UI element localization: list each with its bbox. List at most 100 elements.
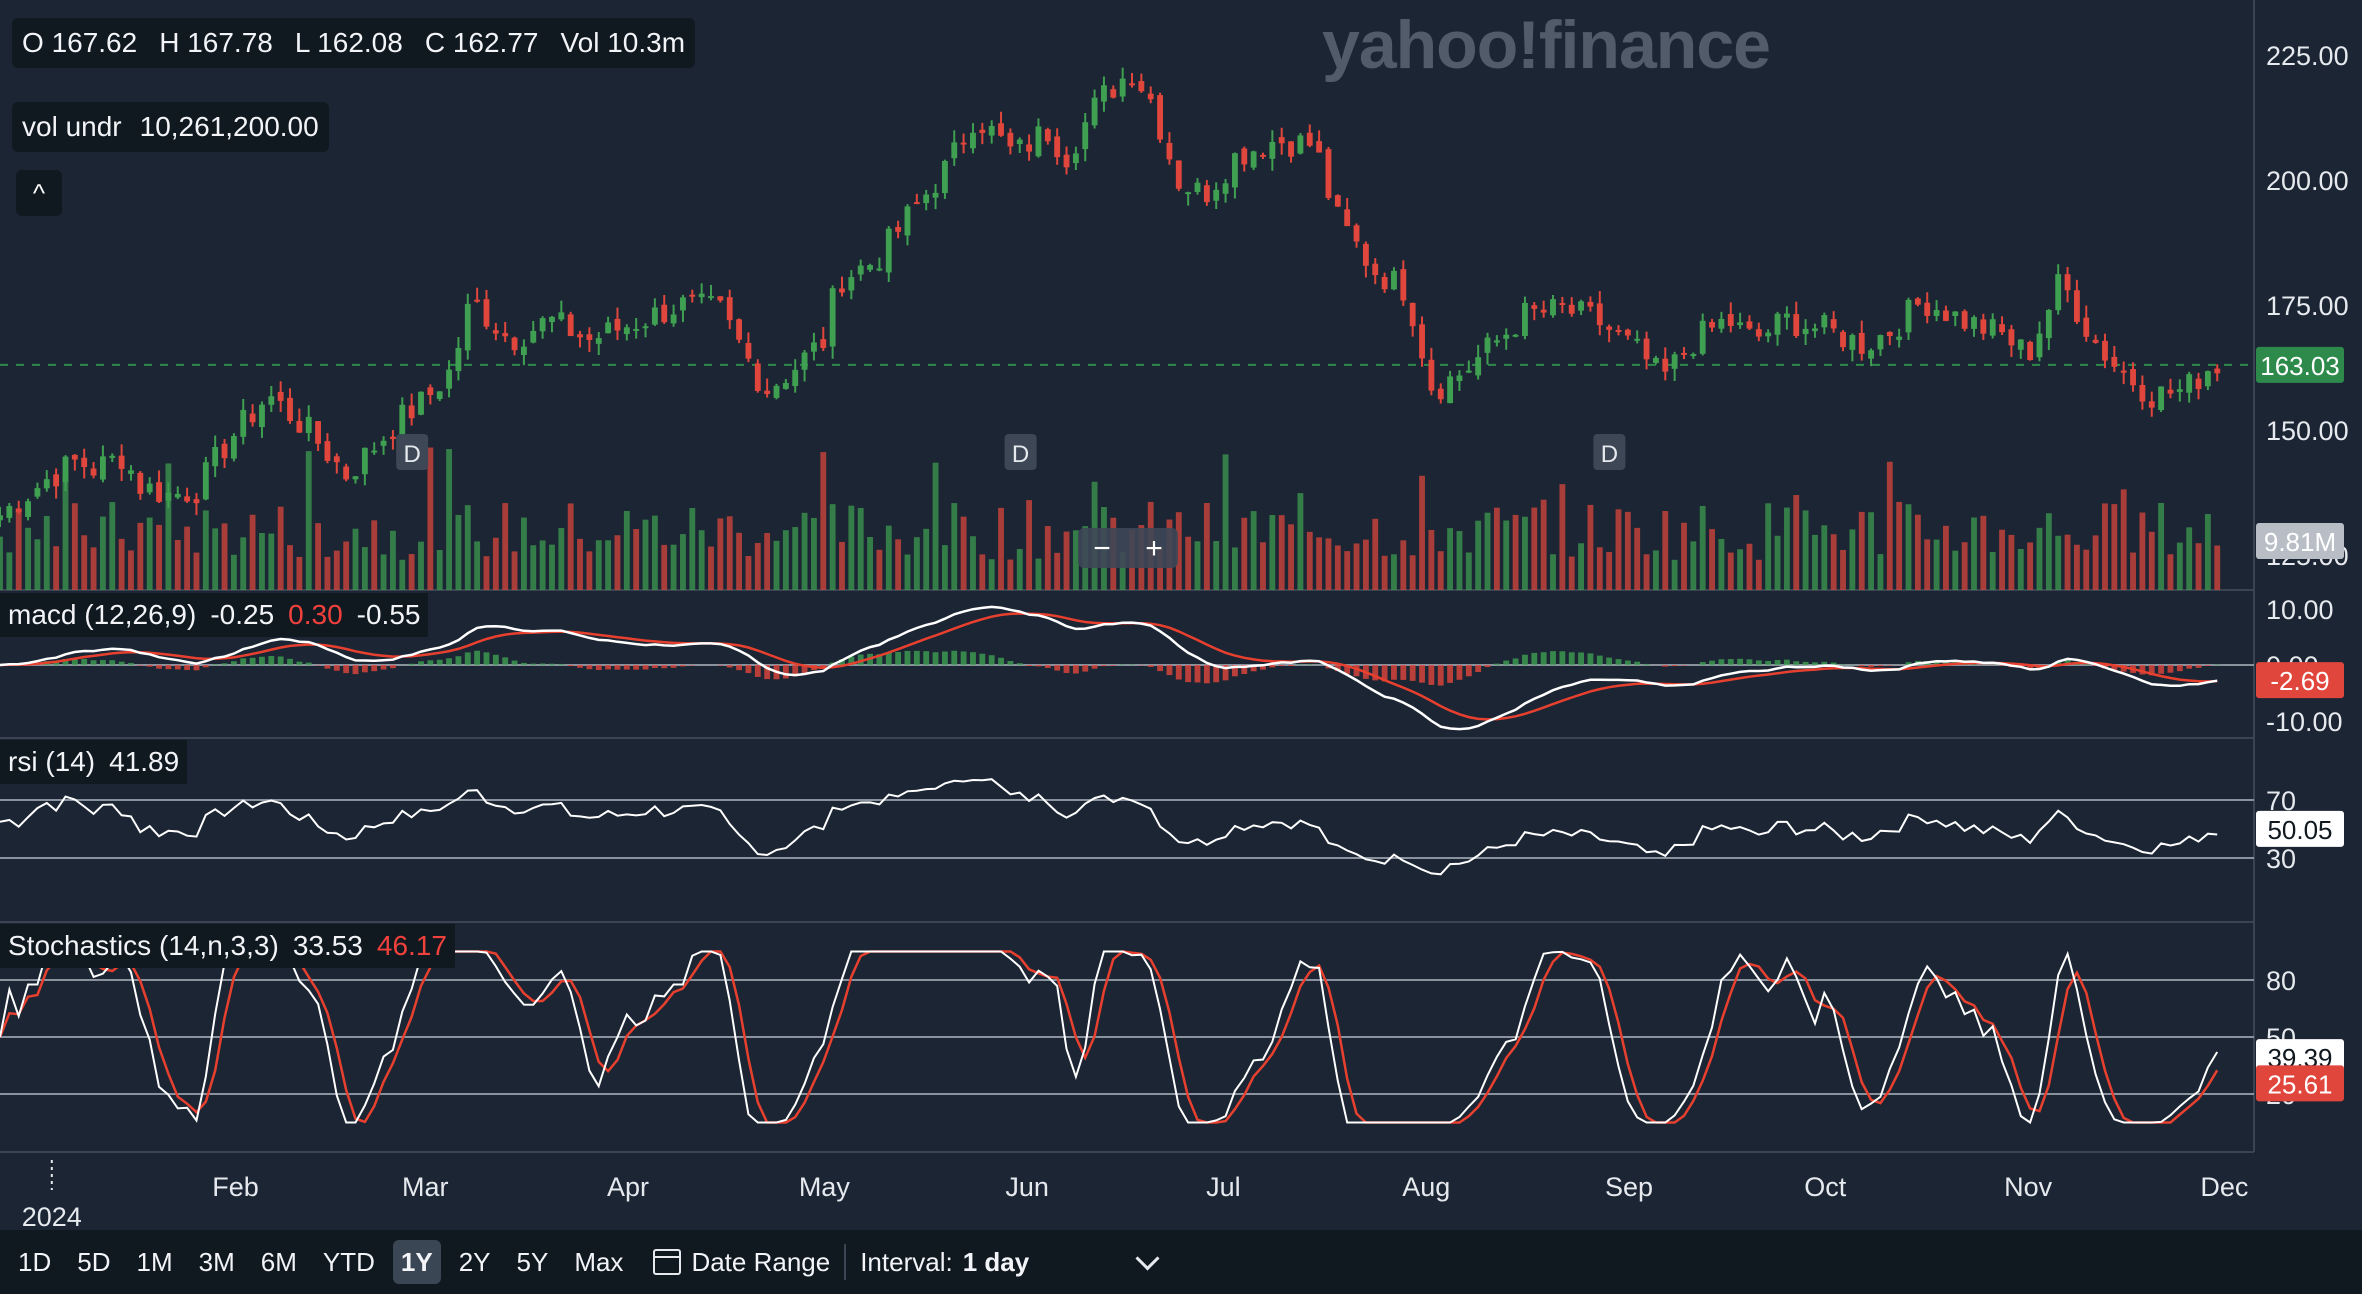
range-6m-button[interactable]: 6M	[260, 1246, 297, 1277]
volume-bar	[212, 528, 219, 590]
stoch-d-badge: 25.61	[2267, 1069, 2332, 1099]
volume-bar	[511, 551, 518, 590]
candle-body	[2120, 370, 2127, 373]
macd-histogram-bar	[1886, 665, 1893, 666]
dividend-marker: D	[1601, 441, 1618, 468]
volume-bar	[184, 526, 191, 590]
candle-body	[1774, 313, 1781, 335]
volume-bar	[352, 528, 359, 590]
range-5d-button[interactable]: 5D	[77, 1246, 111, 1277]
volume-bar	[483, 556, 490, 590]
candle-body	[1026, 144, 1033, 152]
range-3m-button[interactable]: 3M	[198, 1246, 235, 1277]
macd-histogram-bar	[951, 650, 958, 665]
volume-bar	[623, 510, 630, 590]
macd-histogram-bar	[567, 665, 574, 667]
close-value: C 162.77	[424, 27, 539, 58]
candle-body	[390, 436, 396, 440]
stoch-tick-label: 80	[2266, 966, 2296, 996]
volume-bar	[586, 551, 593, 590]
volume-bar	[1662, 511, 1669, 590]
macd-histogram-bar	[1110, 665, 1117, 666]
volume-bar	[1260, 542, 1266, 590]
x-tick-label: Sep	[1605, 1172, 1653, 1202]
volume-bar	[708, 546, 714, 590]
volume-bar	[1203, 503, 1210, 590]
volume-bar	[1063, 531, 1070, 590]
range-1d-button[interactable]: 1D	[18, 1246, 52, 1277]
macd-histogram-bar	[408, 663, 415, 665]
date-range-button[interactable]: Date Range	[653, 1247, 830, 1278]
macd-histogram-bar	[343, 665, 350, 674]
macd-histogram-bar	[1559, 651, 1566, 665]
volume-bar	[1699, 505, 1706, 590]
candle-body	[1578, 301, 1584, 311]
collapse-legend-button[interactable]: ^	[16, 170, 62, 216]
x-tick-label: 2024	[22, 1202, 82, 1230]
volume-bar	[661, 544, 668, 590]
macd-histogram-bar	[1222, 665, 1229, 681]
macd-signal-value: 0.30	[288, 599, 343, 630]
price-tick-label: 225.00	[2266, 41, 2349, 71]
candle-body	[1129, 83, 1135, 86]
volume-bar	[904, 554, 911, 590]
candle-body	[1596, 303, 1603, 326]
range-1y-button[interactable]: 1Y	[392, 1240, 441, 1284]
range-5y-button[interactable]: 5Y	[516, 1246, 549, 1277]
candle-body	[876, 268, 883, 271]
macd-histogram-bar	[1465, 665, 1472, 677]
candle-body	[1447, 376, 1454, 404]
candle-body	[1147, 93, 1154, 100]
candle-body	[193, 499, 200, 504]
macd-histogram-bar	[530, 663, 537, 665]
candle-body	[1624, 329, 1631, 336]
range-1m-button[interactable]: 1M	[136, 1246, 173, 1277]
volume-bar	[670, 544, 677, 590]
interval-select[interactable]: Interval: 1 day	[860, 1245, 1160, 1278]
macd-histogram-bar	[998, 657, 1004, 665]
volume-bar	[988, 559, 995, 590]
volume-bar	[1980, 515, 1987, 590]
range-ytd-button[interactable]: YTD	[322, 1246, 375, 1277]
macd-histogram-bar	[511, 660, 518, 665]
high-value: H 167.78	[159, 27, 273, 58]
volume-bar	[1943, 525, 1949, 590]
macd-histogram-bar	[1334, 665, 1341, 672]
macd-histogram-bar	[2195, 665, 2202, 668]
macd-histogram-bar	[1072, 665, 1079, 674]
rsi-label[interactable]: rsi (14) 41.89	[0, 740, 188, 784]
range-2y-button[interactable]: 2Y	[458, 1246, 491, 1277]
stoch-d-badge-bg	[2256, 1065, 2344, 1102]
stock-chart[interactable]: 225.00200.00175.00150.00125.0010.000.00-…	[0, 0, 2362, 1230]
candle-body	[1372, 263, 1379, 276]
volume-badge: 9.81M	[2264, 527, 2336, 557]
range-max-button[interactable]: Max	[574, 1246, 624, 1277]
candle-body	[165, 492, 172, 501]
volume-bar	[1933, 539, 1940, 590]
macd-histogram-bar	[1596, 655, 1603, 665]
candle-body	[1849, 335, 1856, 350]
volume-bar	[595, 540, 602, 590]
volume-bar	[998, 507, 1004, 590]
time-axis: 2024 Feb Mar Apr May Jun Jul Aug Sep Oct Nov Dec	[22, 1160, 2248, 1230]
stochastics-label[interactable]: Stochastics (14,n,3,3) 33.53 46.17	[0, 924, 455, 968]
macd-histogram-bar	[970, 652, 976, 665]
candle-body	[1409, 302, 1416, 327]
volume-bar	[2073, 544, 2080, 590]
macd-histogram-bar	[754, 665, 761, 677]
macd-histogram-bar	[782, 665, 789, 679]
x-tick-label: Dec	[2200, 1172, 2248, 1202]
volume-bar	[754, 542, 761, 590]
candle-body	[1690, 354, 1697, 357]
candle-body	[970, 132, 976, 149]
macd-histogram-bar	[2111, 665, 2118, 671]
candle-body	[2055, 274, 2062, 311]
volume-bar	[1484, 512, 1491, 590]
volume-bar	[1250, 511, 1257, 590]
macd-label[interactable]: macd (12,26,9) -0.25 0.30 -0.55	[0, 593, 429, 637]
candle-body	[867, 265, 873, 270]
macd-histogram-bar	[146, 665, 153, 667]
macd-histogram-bar	[99, 660, 106, 665]
candle-body	[1924, 302, 1931, 316]
